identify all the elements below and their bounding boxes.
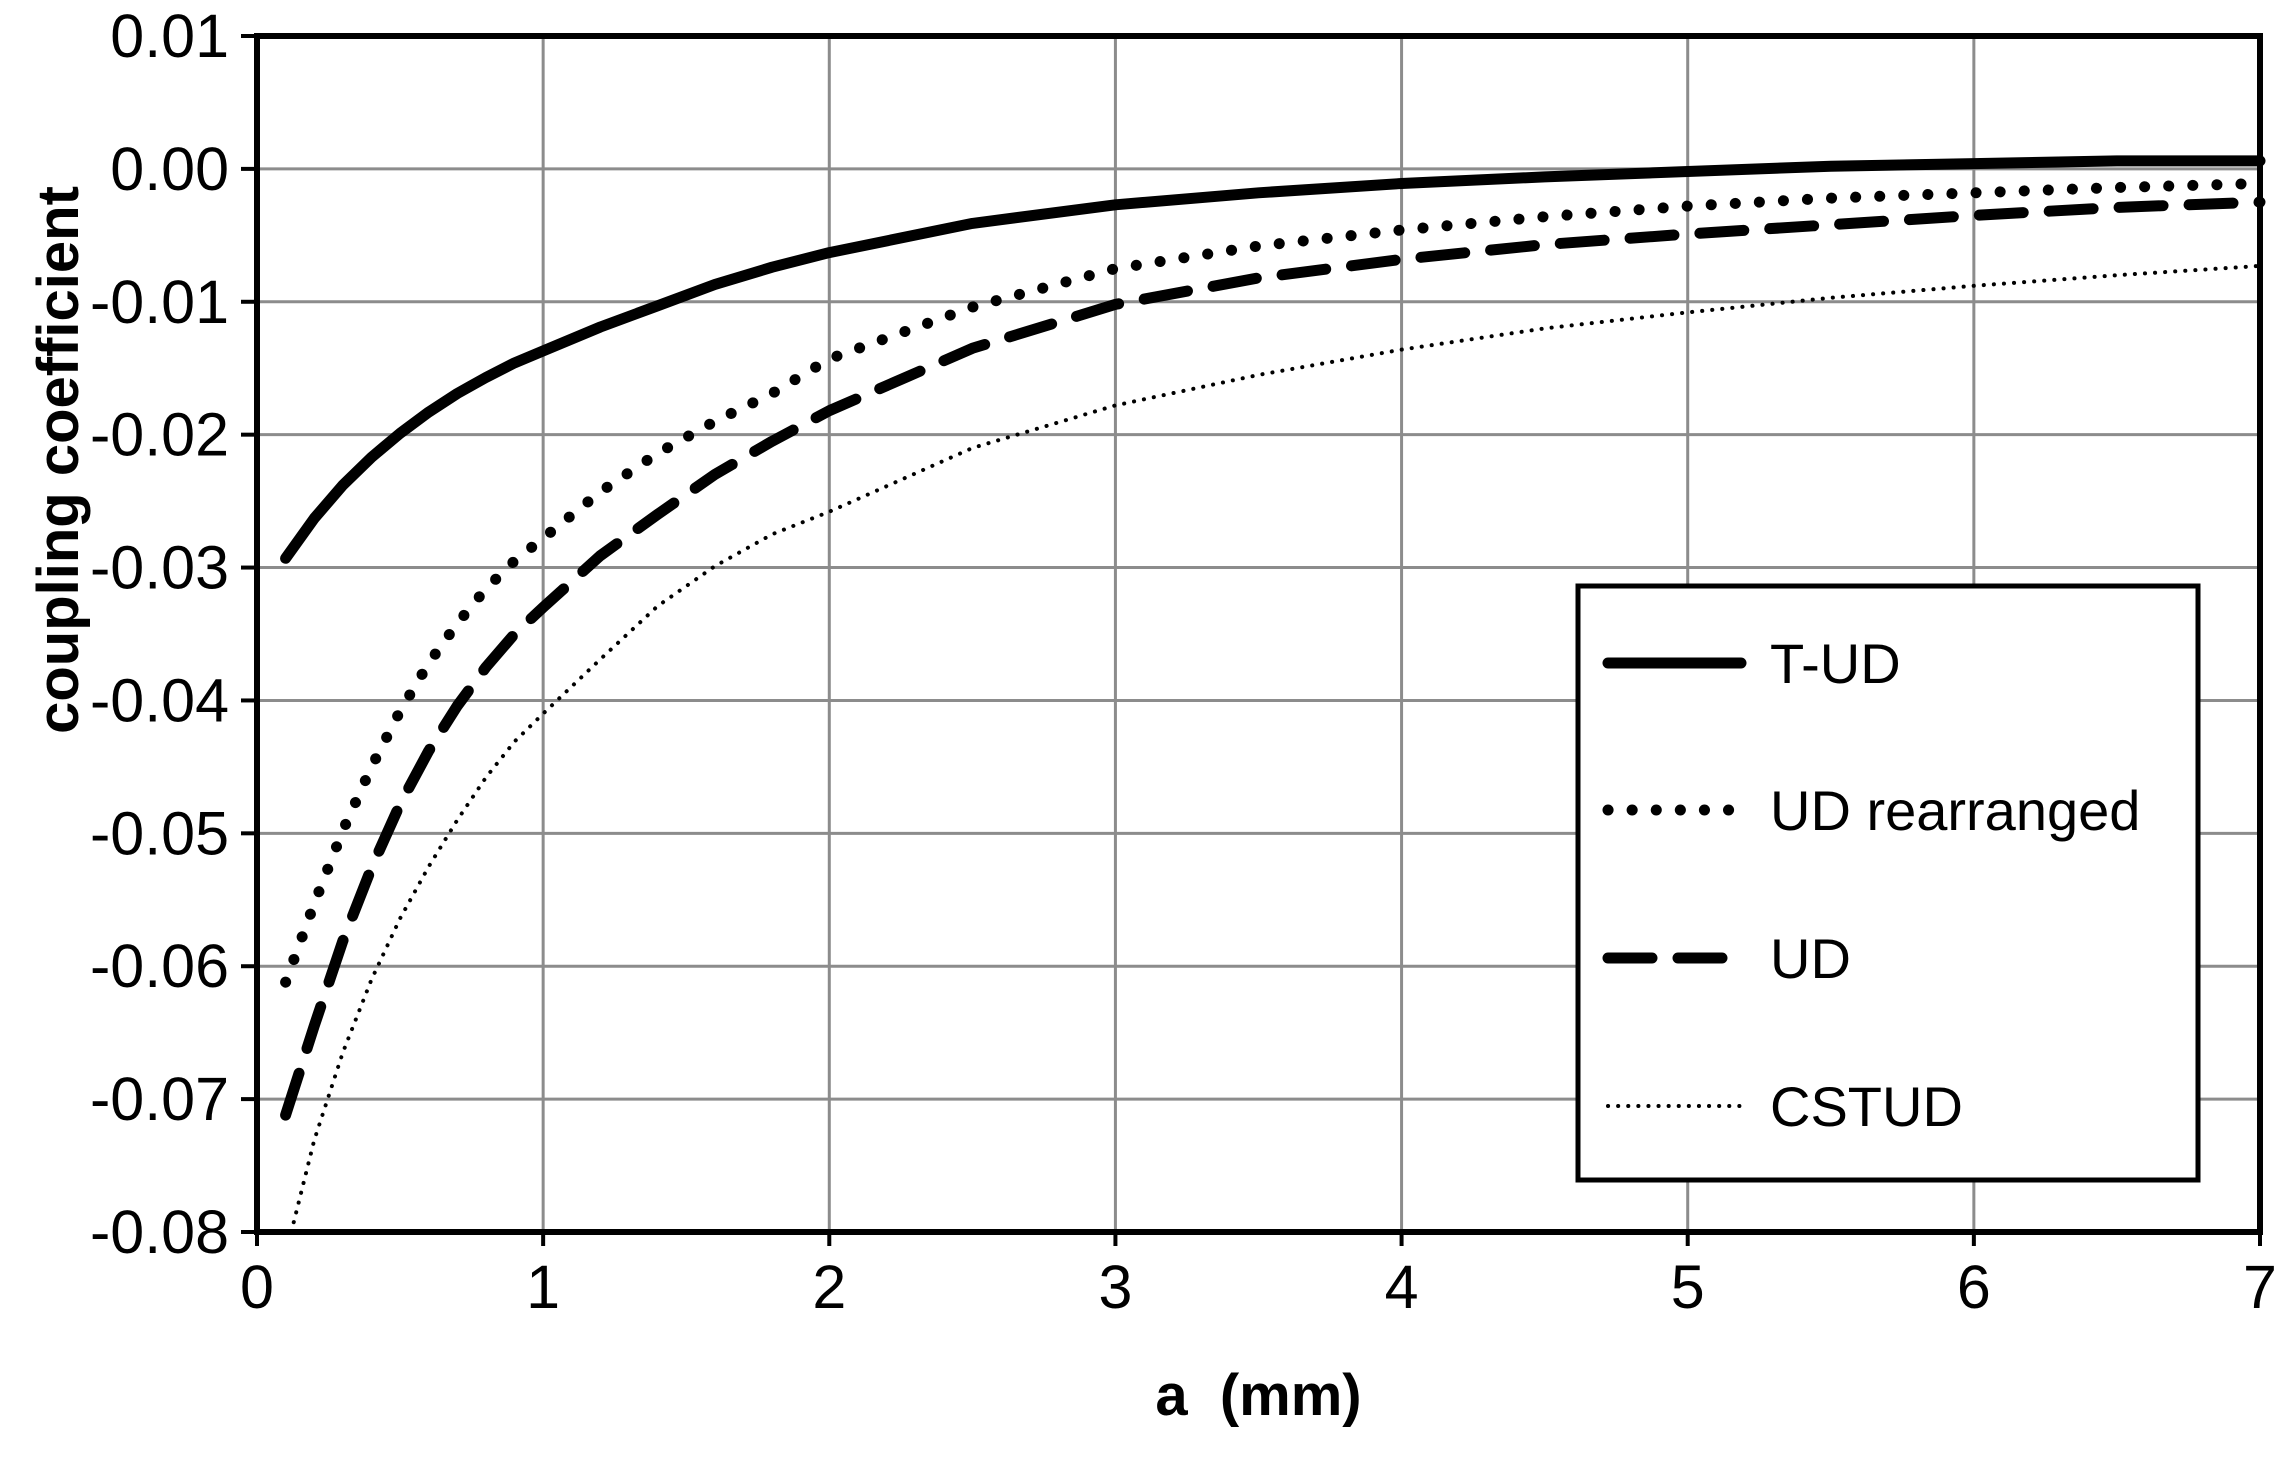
- series-line-ud-rearranged: [280, 178, 2266, 988]
- y-tick-label: 0.01: [110, 2, 229, 70]
- legend-label: UD: [1770, 927, 1851, 990]
- y-tick-label: -0.08: [90, 1198, 229, 1266]
- y-tick-label: -0.01: [90, 268, 229, 336]
- y-tick-label: -0.03: [90, 534, 229, 602]
- y-axis-ticks: 0.01 0.00 -0.01 -0.02 -0.03 -0.04 -0.05 -0.06 -0…: [90, 2, 257, 1266]
- legend-label: CSTUD: [1770, 1075, 1963, 1138]
- x-tick-label: 5: [1671, 1253, 1705, 1321]
- legend: T-UD UD rearranged UD CSTUD: [1575, 583, 2201, 1183]
- legend-item-ud: UD: [1602, 927, 1851, 990]
- x-tick-label: 4: [1385, 1253, 1419, 1321]
- x-tick-label: 0: [240, 1253, 274, 1321]
- legend-item-cstud: CSTUD: [1606, 1075, 1963, 1138]
- x-tick-label: 3: [1098, 1253, 1132, 1321]
- legend-label: T-UD: [1770, 632, 1901, 695]
- y-tick-label: 0.00: [110, 135, 229, 203]
- y-tick-label: -0.05: [90, 799, 229, 867]
- legend-item-ud-rearranged: UD rearranged: [1602, 779, 2140, 842]
- y-tick-label: -0.06: [90, 932, 229, 1000]
- x-tick-label: 1: [526, 1253, 560, 1321]
- legend-box: [1575, 583, 2201, 1183]
- x-axis-ticks: 0 1 2 3 4 5 6 7: [240, 1232, 2277, 1321]
- legend-item-t-ud: T-UD: [1602, 632, 1901, 695]
- series-lines: [280, 155, 2266, 1234]
- series-line-cstud: [289, 263, 2262, 1234]
- y-axis-title: coupling coefficient: [26, 186, 91, 734]
- y-tick-label: -0.04: [90, 666, 229, 734]
- series-line-t-ud: [280, 155, 2266, 564]
- y-tick-label: -0.02: [90, 401, 229, 469]
- x-tick-label: 2: [812, 1253, 846, 1321]
- series-line-ud: [280, 196, 2266, 1121]
- x-axis-title: a (mm): [1155, 1363, 1361, 1428]
- legend-items: T-UD UD rearranged UD CSTUD: [1602, 632, 2140, 1138]
- plot-area-border: [254, 33, 2263, 1235]
- y-tick-label: -0.07: [90, 1065, 229, 1133]
- legend-label: UD rearranged: [1770, 779, 2140, 842]
- x-tick-label: 7: [2243, 1253, 2277, 1321]
- x-tick-label: 6: [1957, 1253, 1991, 1321]
